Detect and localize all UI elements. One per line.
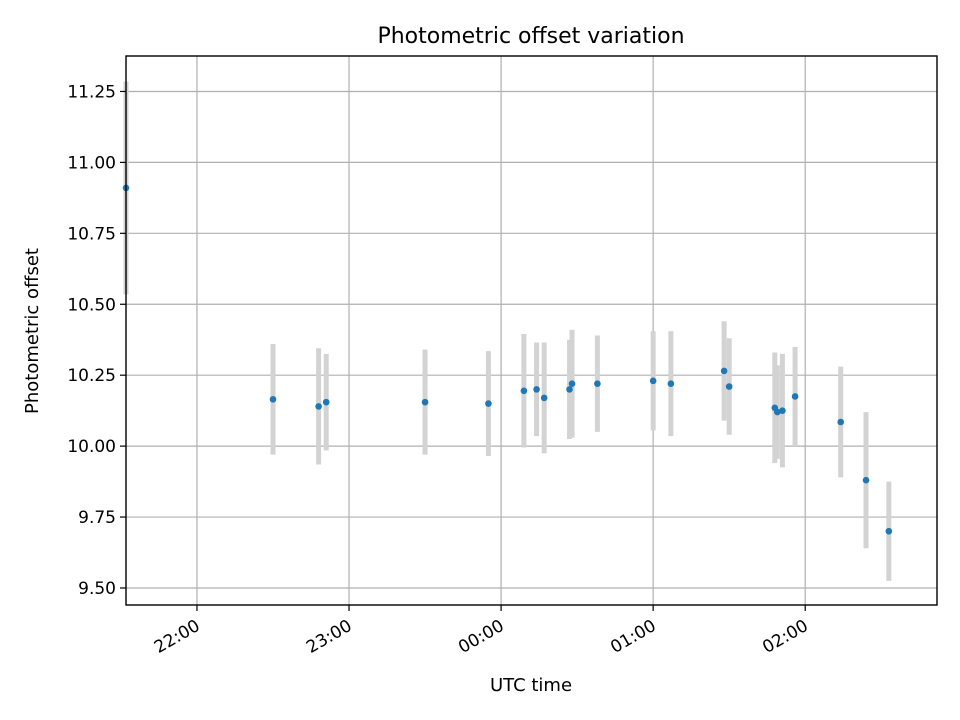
data-point [791, 393, 799, 400]
data-point [774, 408, 781, 416]
data-point [779, 407, 786, 414]
data-point [566, 386, 573, 393]
data-point [594, 380, 601, 387]
data-point [667, 380, 675, 387]
chart-title: Photometric offset variation [377, 24, 684, 49]
data-point [725, 383, 733, 390]
x-tick-label: 01:00 [607, 616, 659, 658]
data-points [122, 184, 893, 535]
y-tick-label: 11.25 [67, 82, 116, 102]
y-tick-label: 10.75 [67, 224, 116, 244]
data-point [322, 398, 330, 406]
x-axis-label: UTC time [490, 675, 572, 696]
data-point [885, 527, 893, 535]
y-tick-label: 9.75 [78, 508, 116, 528]
y-tick-label: 10.50 [67, 295, 116, 315]
data-point [520, 387, 528, 395]
x-tick-label: 22:00 [151, 616, 203, 658]
data-point [533, 386, 540, 393]
data-point [485, 400, 492, 407]
data-point [540, 394, 548, 402]
x-tick-label: 02:00 [759, 616, 811, 658]
data-point [421, 398, 429, 406]
y-axis-ticks: 9.50 9.75 10.00 10.25 10.50 10.75 11.00 11.25 [67, 82, 126, 599]
data-point [649, 377, 657, 385]
y-tick-label: 10.25 [67, 366, 116, 386]
y-tick-label: 11.00 [67, 153, 116, 173]
y-axis-label: Photometric offset [22, 248, 43, 414]
data-point [568, 380, 576, 387]
y-tick-label: 10.00 [67, 437, 116, 457]
data-point [315, 403, 322, 410]
x-tick-label: 23:00 [303, 616, 355, 658]
data-point [269, 396, 277, 403]
x-tick-label: 00:00 [455, 616, 507, 658]
data-point [720, 367, 728, 375]
plot-frame [125, 55, 938, 606]
error-bars [123, 81, 892, 581]
y-tick-label: 9.50 [78, 579, 116, 599]
data-point [862, 476, 870, 484]
grid-lines [126, 56, 937, 605]
x-axis-ticks: 22:00 23:00 00:00 01:00 02:00 [151, 605, 812, 658]
data-point [837, 418, 844, 426]
